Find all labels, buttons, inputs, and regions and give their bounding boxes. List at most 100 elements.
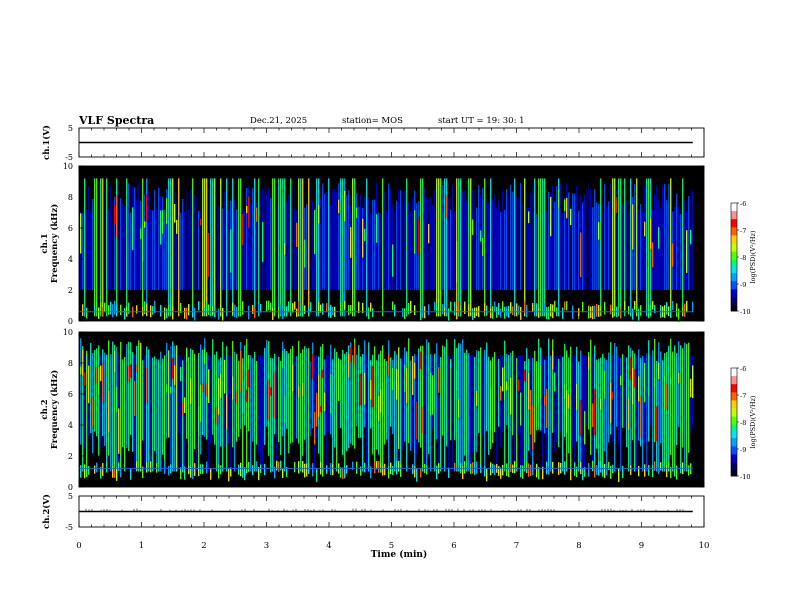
ch2-spectrogram-column	[96, 348, 98, 437]
ch1-spectrogram-column	[412, 197, 414, 290]
ch2-spectrogram-column	[352, 355, 354, 446]
ch1-spectrogram-column	[326, 191, 328, 290]
ch1-lowband-blip	[114, 300, 116, 315]
ch1-lowband-blip	[348, 304, 350, 316]
ch2-spectrogram-column	[550, 355, 552, 472]
ch1-lowband-blip	[520, 306, 522, 320]
ch2-spectrogram-column	[410, 360, 412, 451]
ch1-spectrogram-column	[264, 184, 266, 290]
ch1-lowband-blip	[104, 302, 106, 312]
ch1-spectrogram-column	[168, 178, 170, 317]
ch1-spectrogram-column	[116, 178, 118, 317]
ch2-spectrogram-column	[334, 348, 336, 448]
ch2-spectrogram-column	[488, 356, 490, 455]
ch2-spectrogram-column	[230, 355, 232, 472]
ch1-spectrogram-column	[518, 199, 520, 290]
ch1-spectrogram-column	[308, 178, 310, 317]
ch1-spectrogram-column	[214, 178, 216, 317]
ch2-colorbar-step	[731, 386, 737, 390]
ch1-lowband-blip	[260, 303, 262, 313]
ch2-spectrogram-column	[252, 358, 254, 442]
ch2-lowband-blip	[462, 466, 464, 480]
ch2v-ytick-label: -5	[65, 523, 73, 532]
ch1-lowband-blip	[206, 301, 208, 313]
ch1-spectrogram-column	[248, 186, 250, 290]
ch1-spectrogram-column	[540, 178, 542, 317]
x-tick-label: 4	[326, 541, 331, 551]
ch1-spectrogram-column	[630, 178, 632, 317]
station-label: station= MOS	[342, 116, 403, 126]
ch1-lowband-blip	[410, 300, 412, 314]
ch2-spectrogram-column	[424, 355, 426, 472]
ch1-spectrogram-column	[592, 207, 594, 290]
ch1-spectrogram-highlight	[338, 199, 340, 214]
ch2-spectrogram-column	[138, 340, 140, 472]
ch2-spectrogram-column	[438, 355, 440, 472]
ch2-lowband-blip	[84, 464, 86, 479]
ch2-lowband-blip	[316, 468, 318, 482]
ch1-lowband-blip	[248, 305, 250, 320]
ch1-spectrogram-column	[110, 186, 112, 290]
ch1-spectrogram-column	[612, 178, 614, 317]
ch1-spectrogram-column	[618, 178, 620, 317]
ch2-spectrogram-highlight	[532, 405, 534, 450]
ch1-lowband-blip	[160, 304, 162, 317]
ch2-spectrogram-column	[192, 349, 194, 472]
ch2-spectrogram-highlight	[270, 387, 272, 396]
ch1-spectrogram-column	[280, 178, 282, 317]
x-tick-label: 7	[514, 541, 519, 551]
ch1-spectrogram-column	[138, 183, 140, 290]
ch2-spectrogram-column	[262, 355, 264, 472]
ch2-spectrogram-highlight	[170, 386, 172, 394]
ch2-lowband-blip	[282, 468, 284, 478]
ch1-colorbar-step	[731, 308, 737, 312]
ch2-spectrogram-column	[374, 346, 376, 472]
ch1-spectrogram-column	[114, 196, 116, 290]
ch1-spectrogram-column	[344, 178, 346, 317]
ch1-spectrogram-column	[408, 202, 410, 290]
date-label: Dec.21, 2025	[250, 116, 307, 126]
ch1-spectrogram-column	[614, 178, 616, 317]
ch1-spectrogram-column	[604, 184, 606, 290]
ch1-spectrogram-column	[222, 208, 224, 290]
ch2-spectrogram-column	[622, 354, 624, 428]
ch1-spectrogram-highlight	[392, 244, 394, 277]
ch1-spectrogram-column	[676, 193, 678, 290]
ch1-lowband-blip	[186, 307, 188, 320]
ch2-spectrogram-column	[212, 339, 214, 435]
ch2-lowband-blip	[508, 466, 510, 478]
ch1-lowband-blip	[120, 304, 122, 316]
ch1-lowband-blip	[82, 304, 84, 316]
ch2-spectrogram-column	[246, 339, 248, 472]
ch2-spectrogram-highlight	[664, 376, 666, 411]
ch1-spectrogram-column	[458, 178, 460, 317]
ch1-spectrogram-column	[202, 178, 204, 317]
ch2-colorbar-step	[731, 430, 737, 434]
ch2-lowband-blip	[498, 466, 500, 476]
ch2-spectrogram-highlight	[432, 375, 434, 415]
ch1-spectrogram-highlight	[566, 197, 568, 219]
ch2-spectrogram-highlight	[330, 373, 332, 414]
ch1-spectrogram-column	[150, 209, 152, 290]
ch1-lowband-blip	[652, 301, 654, 310]
ch2-spectrogram-highlight	[588, 356, 590, 371]
ch2-lowband-blip	[96, 462, 98, 473]
ch2-lowband-blip	[114, 467, 116, 478]
ch1-lowband-blip	[184, 307, 186, 319]
ch2-spectrogram-highlight	[232, 376, 234, 400]
ch1-spectrogram-column	[104, 189, 106, 290]
ch2-spectrogram-highlight	[354, 343, 356, 366]
ch2-spectrogram-column	[300, 353, 302, 472]
ch1-spectrogram-column	[452, 184, 454, 290]
ch2-spectrogram-highlight	[506, 381, 508, 391]
ch2-spectrogram-column	[600, 357, 602, 472]
ch2-lowband-blip	[220, 465, 222, 475]
x-tick-label: 10	[699, 541, 710, 551]
ch1-spectrogram-column	[274, 178, 276, 317]
ch2-spectrogram-column	[412, 355, 414, 449]
ch1-spectrogram-column	[590, 189, 592, 290]
ch1-spectrogram-highlight	[176, 219, 178, 234]
ch2-spectrogram-highlight	[612, 391, 614, 400]
ch2-frame	[78, 331, 705, 488]
ch1-lowband-blip	[308, 308, 310, 317]
